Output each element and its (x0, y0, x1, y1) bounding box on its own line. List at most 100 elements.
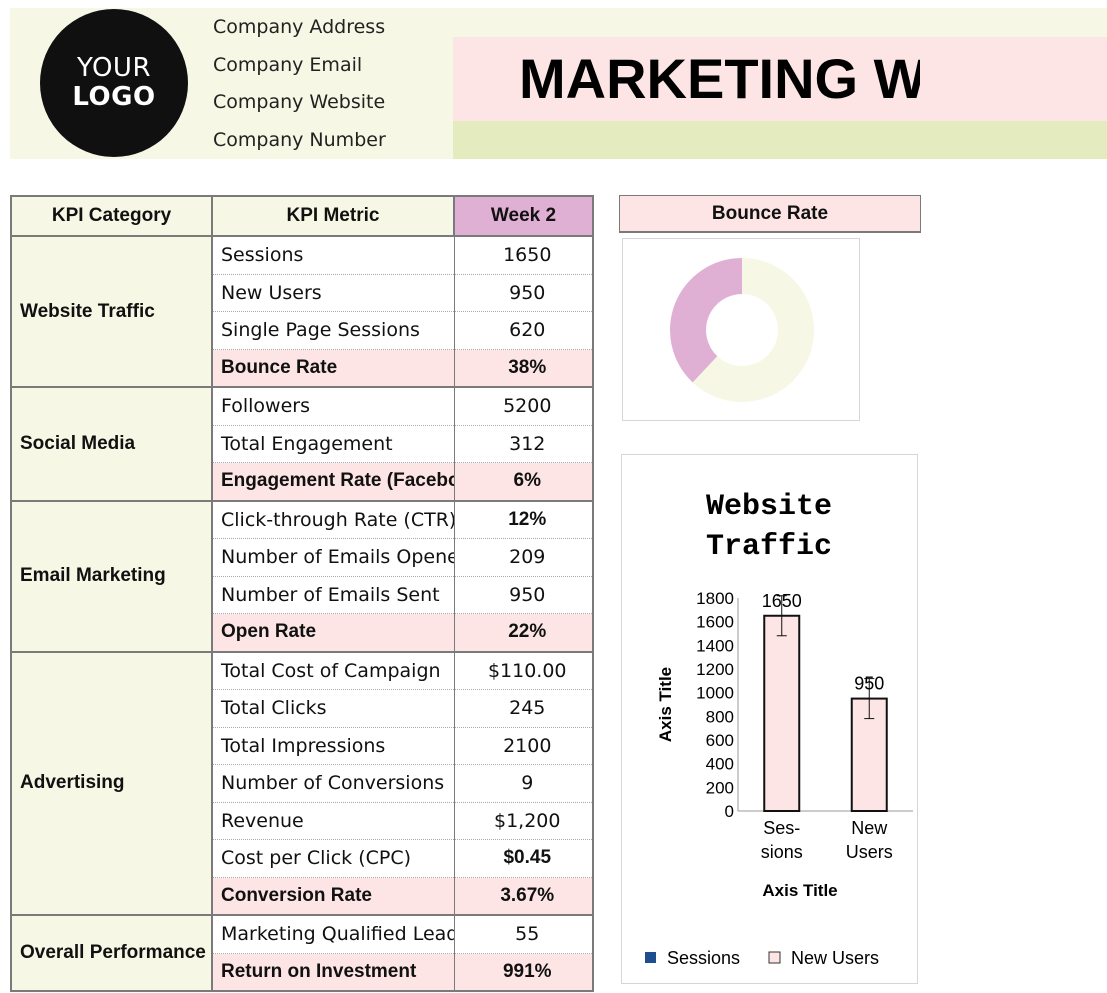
logo-line1: YOUR (76, 53, 152, 83)
y-tick-label: 200 (706, 778, 734, 797)
kpi-value-cell: 2100 (454, 727, 594, 765)
table-row: Total Engagement 312 (11, 425, 594, 463)
report-title: MARKETING WEEKLY REPORT (519, 47, 920, 110)
table-row: Revenue $1,200 (11, 802, 594, 840)
report-title-band: MARKETING WEEKLY REPORT (453, 37, 1107, 121)
kpi-value-cell: 22% (454, 613, 594, 653)
kpi-value-cell: 312 (454, 425, 594, 463)
company-logo: YOUR LOGO (40, 9, 188, 157)
title-accent-band (453, 121, 1107, 159)
kpi-metric-cell: Bounce Rate (212, 349, 455, 388)
table-row: Number of Emails Opened 209 (11, 538, 594, 577)
legend-label-sessions: Sessions (667, 948, 740, 968)
bounce-rate-panel-title: Bounce Rate (619, 195, 921, 233)
kpi-metric-cell: Number of Emails Sent (212, 576, 455, 614)
kpi-metric-cell: Total Impressions (212, 727, 455, 765)
table-row: Conversion Rate 3.67% (11, 877, 594, 916)
kpi-metric-cell: Return on Investment (212, 953, 455, 992)
kpi-metric-cell: Revenue (212, 802, 455, 840)
y-tick-label: 1200 (696, 660, 734, 679)
kpi-metric-cell: Engagement Rate (Facebook) (212, 462, 455, 502)
company-email: Company Email (213, 54, 363, 76)
company-number: Company Number (213, 129, 386, 151)
legend-swatch-sessions (645, 952, 656, 963)
kpi-metric-cell: Number of Conversions (212, 764, 455, 803)
y-tick-label: 1400 (696, 636, 734, 655)
logo-line2: LOGO (72, 82, 156, 112)
kpi-metric-cell: Total Engagement (212, 425, 455, 463)
y-tick-label: 0 (725, 802, 734, 821)
company-address: Company Address (213, 16, 386, 38)
header-kpi-metric: KPI Metric (211, 195, 455, 237)
table-row: Return on Investment 991% (11, 953, 594, 992)
kpi-value-cell: 1650 (454, 236, 594, 275)
kpi-metric-cell: Followers (212, 387, 455, 426)
y-tick-label: 1800 (696, 589, 734, 608)
table-row: Cost per Click (CPC) $0.45 (11, 839, 594, 878)
kpi-metric-cell: Cost per Click (CPC) (212, 839, 455, 878)
kpi-value-cell: 950 (454, 274, 594, 312)
x-tick-label: New Users (846, 818, 893, 862)
kpi-category-cell: Advertising (10, 651, 213, 916)
y-tick-label: 400 (706, 755, 734, 774)
y-tick-label: 800 (706, 707, 734, 726)
table-row: Email Marketing Click-through Rate (CTR) 1… (10, 500, 594, 653)
bar-data-label: 950 (854, 674, 884, 694)
table-row: Open Rate 22% (11, 613, 594, 653)
kpi-metric-cell: Single Page Sessions (212, 311, 455, 350)
y-tick-label: 600 (706, 731, 734, 750)
kpi-value-cell: 38% (454, 349, 594, 388)
bounce-rate-chart (622, 238, 860, 421)
bounce-rate-donut (670, 258, 814, 402)
kpi-value-cell: 950 (454, 576, 594, 614)
kpi-metric-cell: Click-through Rate (CTR) (212, 500, 455, 539)
bar (763, 614, 801, 812)
kpi-metric-cell: Sessions (212, 236, 455, 275)
table-row: New Users 950 (11, 274, 594, 312)
y-tick-label: 1600 (696, 613, 734, 632)
y-axis-title: Axis Title (656, 667, 675, 742)
kpi-value-cell: $110.00 (454, 651, 594, 690)
header-week: Week 2 (453, 195, 594, 237)
bar-data-label: 1650 (762, 591, 802, 611)
kpi-value-cell: 209 (454, 538, 594, 577)
donut-slice (692, 258, 814, 402)
table-row: Number of Emails Sent 950 (11, 576, 594, 614)
kpi-category-cell: Website Traffic (10, 236, 213, 388)
legend-swatch-new-users (768, 951, 781, 964)
table-row: Website Traffic Sessions 1650 (10, 236, 594, 388)
donut-slice (670, 258, 742, 383)
kpi-category-cell: Overall Performance (10, 915, 213, 992)
header-kpi-category: KPI Category (10, 195, 213, 237)
table-row: Overall Performance Marketing Qualified L… (10, 915, 594, 992)
kpi-value-cell: $0.45 (454, 839, 594, 878)
x-axis-title: Axis Title (762, 881, 837, 900)
website-traffic-bar-chart: Website Traffic 0 200 400 600 800 1000 1200 1400 1… (645, 490, 913, 968)
y-tick-label: 1000 (696, 684, 734, 703)
company-website: Company Website (213, 91, 386, 113)
kpi-metric-cell: Open Rate (212, 613, 455, 653)
table-row: Social Media Followers 5200 (10, 387, 594, 502)
table-row: Single Page Sessions 620 (11, 311, 594, 350)
kpi-value-cell: 6% (454, 462, 594, 502)
kpi-metric-cell: Total Clicks (212, 689, 455, 728)
table-row: Advertising Total Cost of Campaign $110.00 (10, 651, 594, 916)
kpi-metric-cell: Number of Emails Opened (212, 538, 455, 577)
kpi-value-cell: 991% (454, 953, 594, 992)
kpi-category-cell: Email Marketing (10, 500, 213, 653)
x-tick-label: Ses-sions (761, 818, 803, 862)
table-row: Number of Conversions 9 (11, 764, 594, 803)
chart-title: Website Traffic (706, 490, 832, 564)
legend-label-new-users: New Users (791, 948, 879, 968)
kpi-value-cell: 55 (454, 915, 594, 954)
table-row: Total Clicks 245 (11, 689, 594, 728)
table-row: Total Impressions 2100 (11, 727, 594, 765)
kpi-value-cell: 245 (454, 689, 594, 728)
kpi-metric-cell: Conversion Rate (212, 877, 455, 916)
kpi-metric-cell: Total Cost of Campaign (212, 651, 455, 690)
kpi-metric-cell: Marketing Qualified Leads (212, 915, 455, 954)
kpi-value-cell: 3.67% (454, 877, 594, 916)
kpi-value-cell: 620 (454, 311, 594, 350)
table-row: Bounce Rate 38% (11, 349, 594, 388)
table-row: Engagement Rate (Facebook)6% (11, 462, 594, 502)
